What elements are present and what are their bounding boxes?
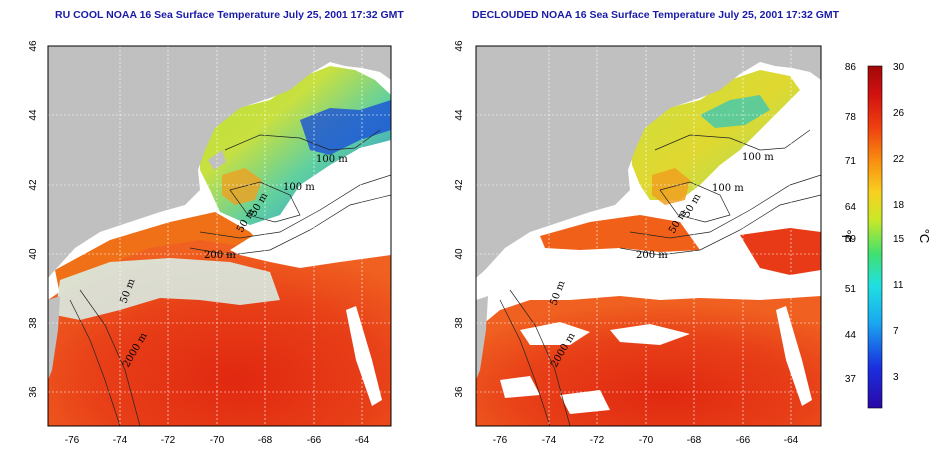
left-lon-tick: -76 xyxy=(65,435,80,446)
left-shelf-water xyxy=(55,212,270,295)
fahrenheit-tick: 59 xyxy=(845,234,857,245)
colorbar: 86 78 71 64 59 51 44 37 30 26 22 18 15 1… xyxy=(839,62,932,409)
left-lon-tick: -72 xyxy=(161,435,176,446)
right-label-100m-north: 100 m xyxy=(742,152,774,163)
left-lat-tick: 38 xyxy=(28,317,39,329)
right-lon-tick: -72 xyxy=(590,435,605,446)
celsius-tick: 11 xyxy=(893,280,904,291)
right-lon-tick: -74 xyxy=(542,435,557,446)
celsius-tick: 22 xyxy=(893,154,905,165)
colorbar-celsius-unit: °C xyxy=(917,229,932,244)
left-cloud-streak xyxy=(346,306,382,406)
fahrenheit-tick: 71 xyxy=(845,156,857,167)
left-lon-tick: -68 xyxy=(258,435,273,446)
left-lat-tick: 44 xyxy=(28,109,39,121)
right-lon-tick: -70 xyxy=(639,435,654,446)
right-land xyxy=(476,46,821,278)
celsius-tick: 3 xyxy=(893,372,899,383)
left-lon-tick: -66 xyxy=(307,435,322,446)
right-lon-tick: -64 xyxy=(784,435,799,446)
left-lon-tick: -70 xyxy=(210,435,225,446)
right-cool-pocket xyxy=(700,95,770,128)
left-label-200m: 200 m xyxy=(204,250,236,261)
right-graticule xyxy=(476,46,821,426)
fahrenheit-tick: 78 xyxy=(845,112,857,123)
fahrenheit-tick: 51 xyxy=(845,284,857,295)
right-lat-tick: 42 xyxy=(454,179,465,191)
left-lon-tick: -64 xyxy=(355,435,370,446)
right-label-100m-south: 100 m xyxy=(712,183,744,194)
right-cloud-streak xyxy=(776,306,812,406)
right-lat-tick: 40 xyxy=(454,248,465,260)
right-shelf-water xyxy=(540,215,700,252)
colorbar-celsius-ticks: 30 26 22 18 15 11 7 3 xyxy=(893,62,905,383)
left-label-100m-north: 100 m xyxy=(316,154,348,165)
right-georges-bank xyxy=(652,168,690,205)
right-lat-tick: 44 xyxy=(454,109,465,121)
right-lon-tick: -66 xyxy=(736,435,751,446)
celsius-tick: 18 xyxy=(893,200,905,211)
celsius-tick: 15 xyxy=(893,234,905,245)
celsius-tick: 26 xyxy=(893,108,905,119)
left-graticule xyxy=(48,46,391,426)
left-lon-tick: -74 xyxy=(113,435,128,446)
right-map-title: DECLOUDED NOAA 16 Sea Surface Temperatur… xyxy=(472,9,840,21)
colorbar-fahrenheit-ticks: 86 78 71 64 59 51 44 37 xyxy=(845,62,857,385)
left-land-south xyxy=(48,296,60,380)
left-y-axis: 46 44 42 40 38 36 xyxy=(28,40,39,398)
left-map-frame xyxy=(47,45,392,427)
right-map-frame xyxy=(475,45,822,427)
right-land-south xyxy=(476,296,488,380)
right-lat-tick: 38 xyxy=(454,317,465,329)
colorbar-fahrenheit-unit: °F xyxy=(839,229,854,242)
left-cold-pool xyxy=(300,100,391,155)
left-lat-tick: 36 xyxy=(28,386,39,398)
left-bathymetry-contours xyxy=(69,129,391,426)
left-cloud-patches xyxy=(55,258,280,320)
left-lat-tick: 42 xyxy=(28,179,39,191)
left-lat-tick: 46 xyxy=(28,40,39,52)
fahrenheit-tick: 64 xyxy=(845,202,857,213)
right-lon-tick: -76 xyxy=(493,435,508,446)
fahrenheit-tick: 86 xyxy=(845,62,857,73)
left-x-axis: -74 -72 -70 -68 -66 -64 -76 xyxy=(65,435,370,446)
fahrenheit-tick: 44 xyxy=(845,330,857,341)
celsius-tick: 30 xyxy=(893,62,905,73)
right-lon-tick: -68 xyxy=(687,435,702,446)
left-land xyxy=(48,46,391,278)
left-lat-tick: 40 xyxy=(28,248,39,260)
right-y-axis: 46 44 42 40 38 36 xyxy=(454,40,465,398)
fahrenheit-tick: 37 xyxy=(845,374,857,385)
colorbar-gradient xyxy=(867,65,883,409)
right-lat-tick: 46 xyxy=(454,40,465,52)
right-sst-map xyxy=(476,46,821,426)
right-x-axis: -76 -74 -72 -70 -68 -66 -64 xyxy=(493,435,799,446)
right-lat-tick: 36 xyxy=(454,386,465,398)
right-label-200m: 200 m xyxy=(636,250,668,261)
right-no-data-holes xyxy=(500,322,690,414)
right-offshore-patch xyxy=(740,228,821,275)
left-map-title: RU COOL NOAA 16 Sea Surface Temperature … xyxy=(55,9,404,21)
celsius-tick: 7 xyxy=(893,326,899,337)
left-label-100m-south: 100 m xyxy=(283,182,315,193)
left-sst-map xyxy=(48,46,391,426)
